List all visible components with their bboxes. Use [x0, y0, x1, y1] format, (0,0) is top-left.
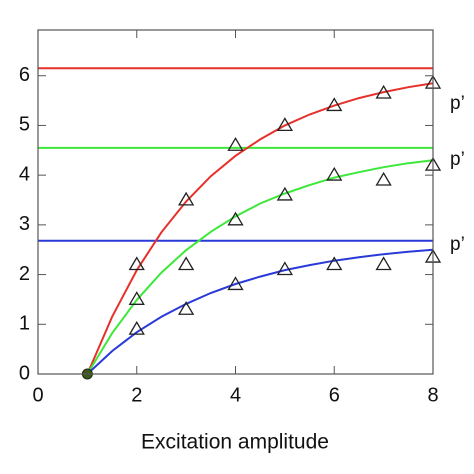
fit-curve	[86, 159, 433, 374]
x-tick-label: 8	[427, 384, 438, 406]
triangle-marker	[375, 171, 392, 186]
plot-frame	[37, 29, 434, 375]
triangle-marker	[227, 276, 244, 291]
y-tick-label: 1	[19, 313, 30, 335]
y-tick-label: 3	[19, 213, 30, 235]
triangle-marker	[276, 186, 294, 201]
triangle-marker	[177, 301, 195, 315]
triangle-marker	[375, 256, 392, 271]
triangle-marker	[128, 256, 145, 271]
triangle-marker	[276, 117, 294, 131]
y-tick-label: 2	[19, 263, 30, 285]
triangle-marker	[326, 256, 343, 271]
triangle-marker	[276, 261, 294, 276]
triangle-marker	[177, 256, 195, 271]
x-axis-label: Excitation amplitude	[141, 431, 329, 454]
triangle-marker	[177, 191, 195, 206]
level-label: p’	[450, 149, 465, 170]
fit-curve	[86, 248, 433, 374]
x-tick-label: 2	[131, 384, 142, 406]
x-tick-label: 6	[329, 384, 340, 406]
triangle-marker	[326, 166, 343, 181]
triangle-marker	[128, 291, 145, 305]
triangle-marker	[128, 320, 145, 335]
level-label: p’	[450, 234, 465, 255]
y-tick-label: 0	[19, 362, 30, 384]
triangle-marker	[326, 97, 343, 112]
y-tick-label: 6	[19, 64, 30, 86]
x-tick-label: 4	[230, 384, 241, 406]
triangle-marker	[375, 84, 392, 99]
triangle-marker	[227, 137, 244, 151]
triangle-marker	[227, 211, 244, 226]
y-tick-label: 4	[19, 163, 30, 185]
fit-curve	[86, 82, 433, 374]
y-tick-label: 5	[19, 114, 30, 136]
x-tick-label: 0	[32, 384, 43, 406]
level-label: p’	[450, 93, 465, 114]
